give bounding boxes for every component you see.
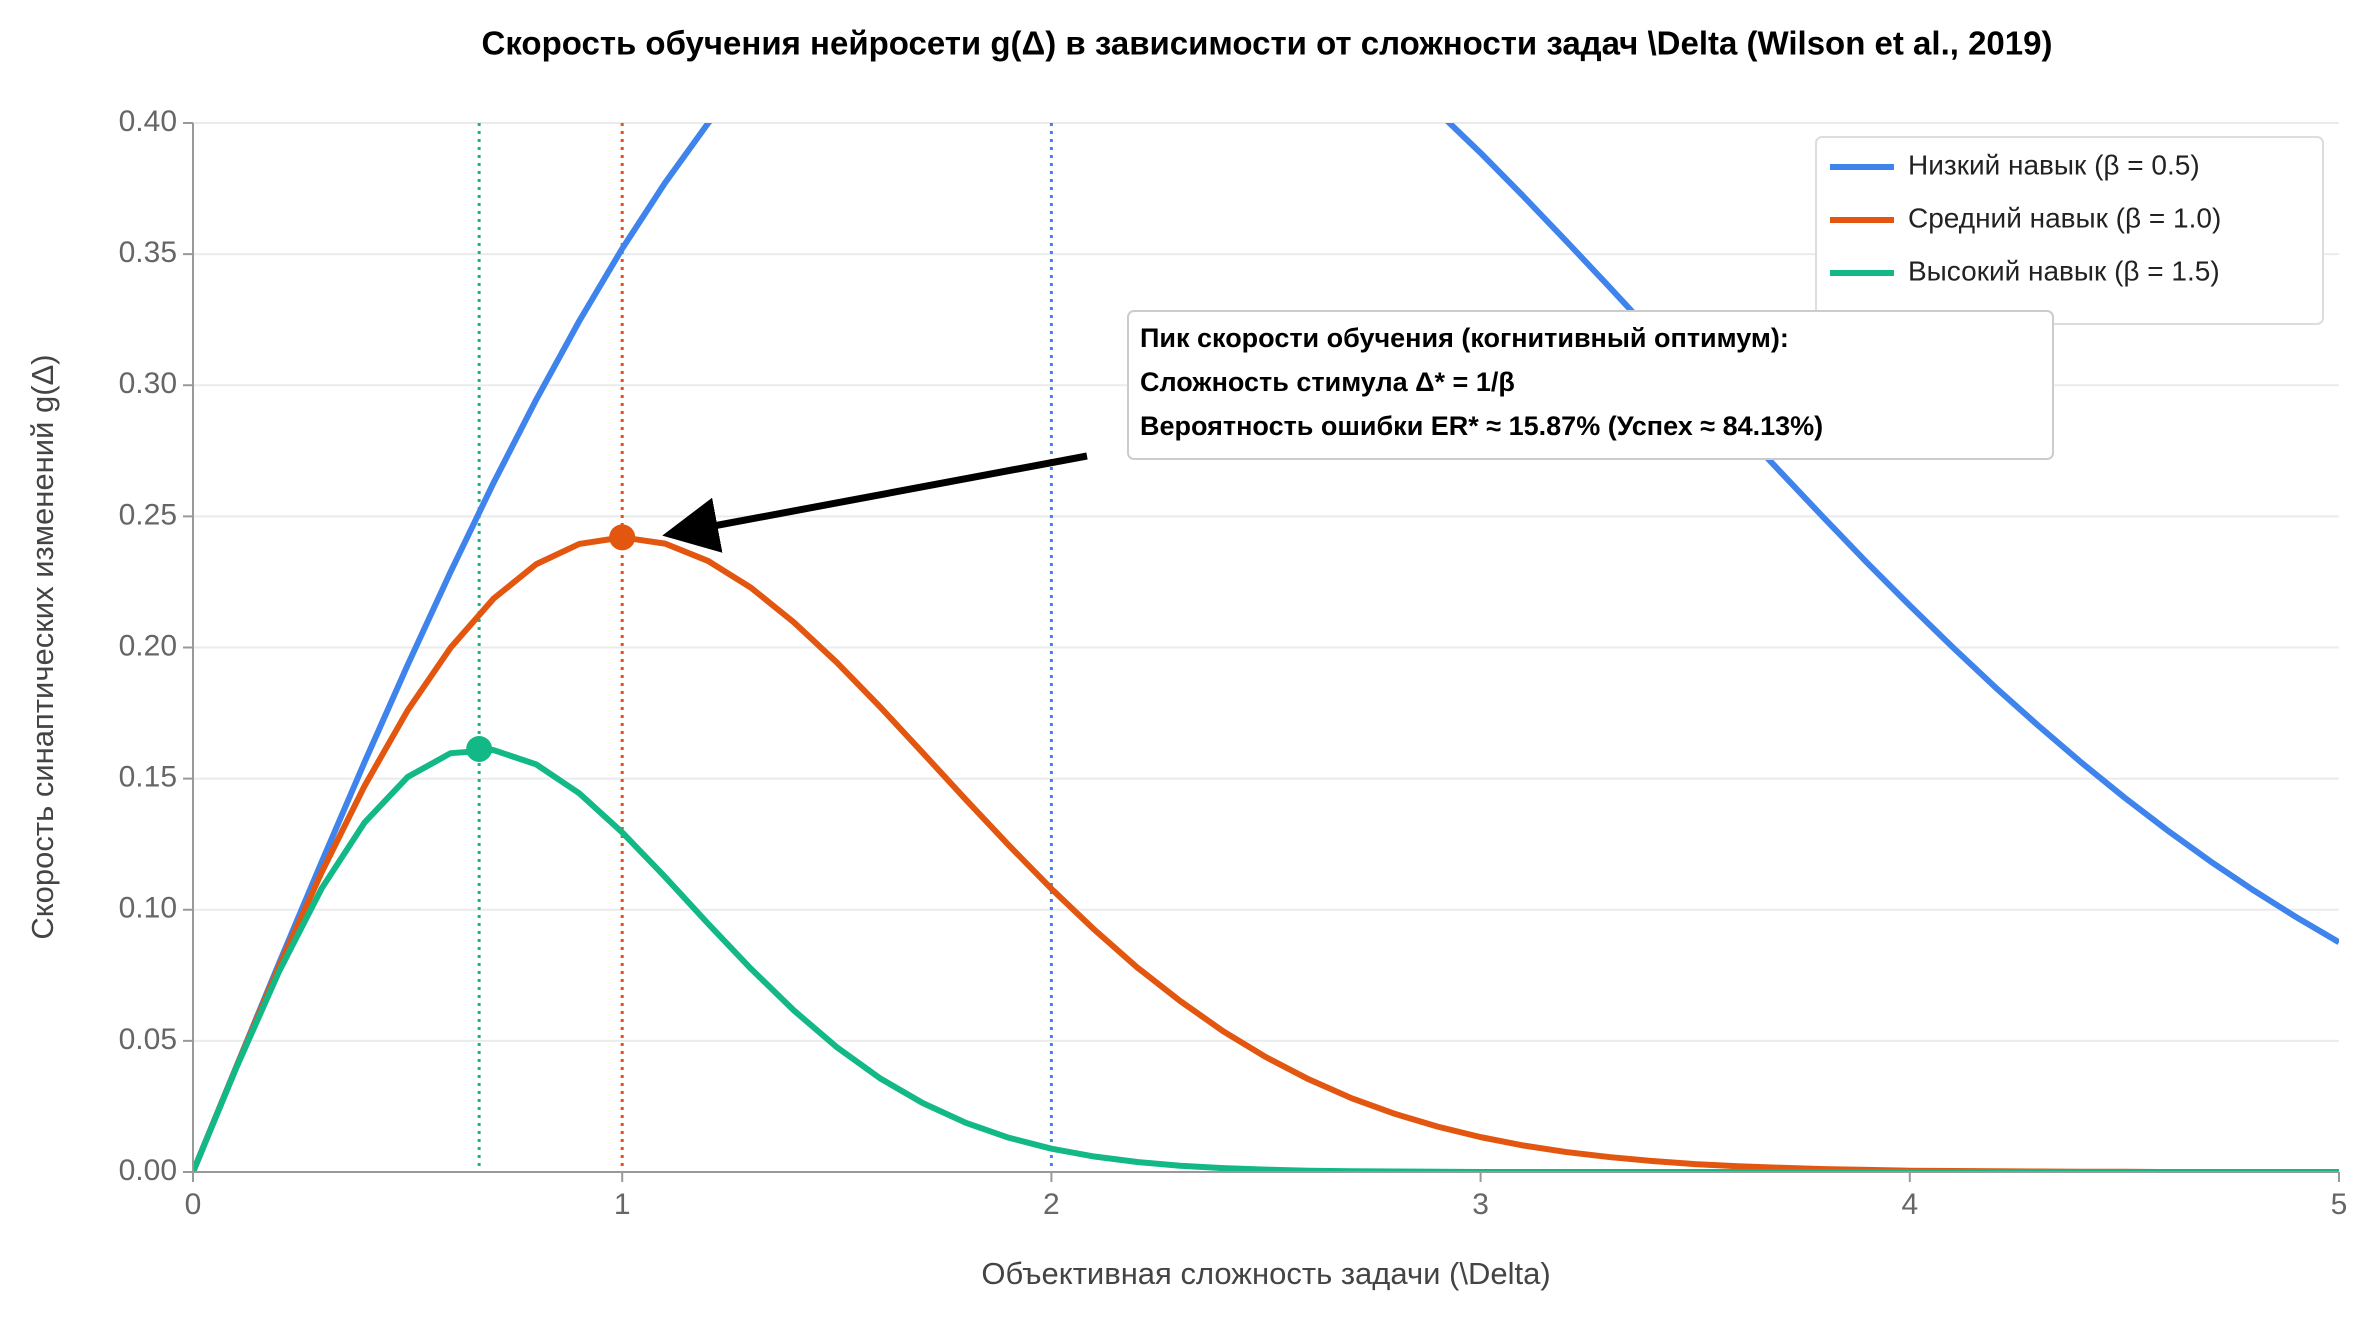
y-tick-label: 0.20 xyxy=(119,629,177,662)
axes: 0.00 0.05 0.10 0.15 0.20 0.25 0.30 0.35 0.40 0 1 2 3… xyxy=(119,105,2348,1221)
legend-label: Низкий навык (β = 0.5) xyxy=(1908,149,2200,180)
y-tick-label: 0.40 xyxy=(119,105,177,138)
y-axis-label: Скорость синаптических изменений g(Δ) xyxy=(25,354,60,939)
annotation-text: Пик скорости обучения (когнитивный оптим… xyxy=(1140,323,1789,353)
y-tick-label: 0.05 xyxy=(119,1023,177,1056)
y-tick-label: 0.10 xyxy=(119,892,177,925)
x-tick-label: 1 xyxy=(614,1188,631,1221)
x-tick-label: 5 xyxy=(2331,1188,2348,1221)
peak-marker xyxy=(609,524,636,551)
grid xyxy=(193,122,2339,1173)
series-line xyxy=(193,123,2339,1172)
series-line xyxy=(193,534,2339,1172)
legend-label: Средний навык (β = 1.0) xyxy=(1908,202,2221,233)
y-tick-label: 0.30 xyxy=(119,367,177,400)
y-tick-label: 0.15 xyxy=(119,761,177,794)
peak-marker xyxy=(466,735,493,762)
x-axis-label: Объективная сложность задачи (\Delta) xyxy=(981,1256,1550,1291)
y-tick-label: 0.25 xyxy=(119,498,177,531)
annotation-box xyxy=(1127,310,2054,460)
y-tick-label: 0.35 xyxy=(119,236,177,269)
x-tick-label: 4 xyxy=(1901,1188,1918,1221)
annotation-text: Вероятность ошибки ER* ≈ 15.87% (Успех ≈… xyxy=(1140,411,1823,441)
y-tick-label: 0.00 xyxy=(119,1154,177,1187)
legend-label: Высокий навык (β = 1.5) xyxy=(1908,255,2220,286)
annotation-text: Сложность стимула Δ* = 1/β xyxy=(1140,367,1515,397)
x-tick-label: 0 xyxy=(185,1188,202,1221)
reference-lines xyxy=(477,123,1053,1172)
x-tick-label: 3 xyxy=(1472,1188,1489,1221)
annotation-arrow xyxy=(662,452,1088,553)
x-tick-label: 2 xyxy=(1043,1188,1060,1221)
chart-title: Скорость обучения нейросети g(Δ) в завис… xyxy=(482,25,2053,62)
series-line xyxy=(193,747,2339,1172)
legend: Низкий навык (β = 0.5) Средний навык (β =… xyxy=(1815,136,2324,325)
legend-box xyxy=(1815,136,2324,325)
annotation: Пик скорости обучения (когнитивный оптим… xyxy=(662,310,2054,553)
